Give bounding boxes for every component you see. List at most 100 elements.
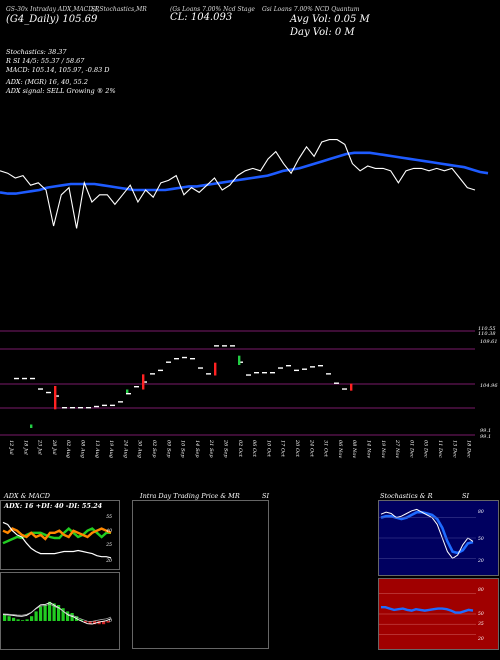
price-tick-5: 99.1 — [480, 428, 491, 434]
macd-bar-0 — [3, 614, 7, 621]
dash-bar-6 — [30, 424, 33, 428]
dash-mark-39 — [326, 373, 331, 375]
adx-tick-4: 20 — [105, 558, 112, 564]
header-title-2: SI,Stochastics,MR — [91, 6, 147, 13]
macd-bar-13 — [61, 608, 65, 621]
dash-mark-40 — [334, 382, 339, 384]
dash-mark-37 — [310, 366, 315, 368]
macd-bar-7 — [34, 611, 38, 621]
price-tick-4: 104.96 — [480, 383, 498, 389]
date-label-15: 26 Sep — [223, 439, 229, 458]
dash-mark-27 — [230, 345, 235, 347]
macd-bar-5 — [25, 619, 29, 621]
dash-mark-26 — [222, 345, 227, 347]
macd-bar-20 — [93, 621, 97, 625]
macd-bar-19 — [88, 621, 92, 625]
date-label-10: 02 Sep — [151, 440, 157, 458]
stoch-tick-20: 20 — [477, 558, 484, 564]
header-daily-price: (G4_Daily) 105.69 — [6, 14, 98, 25]
header-day-volume: Day Vol: 0 M — [290, 27, 355, 38]
dash-mark-8 — [78, 407, 83, 409]
macd-bar-17 — [79, 619, 83, 621]
dash-mark-9 — [86, 407, 91, 409]
dash-mark-35 — [294, 369, 299, 372]
dash-mark-11 — [102, 404, 107, 407]
intraday-panel — [132, 500, 269, 649]
price-tick-2: 110.38 — [478, 331, 496, 337]
date-label-9: 30 Aug — [137, 440, 143, 458]
adx-series-0 — [2, 521, 112, 559]
dash-mark-16 — [142, 381, 147, 383]
macd-bar-3 — [16, 619, 20, 621]
date-label-1: 18 Jul — [22, 440, 28, 455]
date-label-6: 13 Aug — [94, 440, 100, 458]
date-label-28: 01 Dec — [408, 440, 414, 458]
stoch-tick-80: 80 — [478, 509, 484, 515]
date-label-31: 13 Dec — [451, 440, 457, 458]
macd-bar-8 — [39, 606, 43, 621]
macd-bar-6 — [30, 616, 34, 621]
macd-bar-14 — [66, 611, 70, 621]
stoch-tick-50: 50 — [478, 536, 484, 542]
header-title-3: (Gs Loans 7.00% Ncd Stage — [170, 6, 255, 13]
dash-mark-12 — [110, 404, 115, 407]
adx-tick-2: 40 — [105, 528, 112, 534]
dash-mark-5 — [54, 395, 59, 397]
date-label-19: 17 Oct — [280, 440, 286, 458]
header-close: CL: 104.093 — [170, 12, 233, 23]
dash-mark-18 — [158, 369, 163, 372]
date-label-13: 14 Sep — [194, 440, 200, 458]
intraday-box — [132, 500, 269, 649]
adx-signal-readout: ADX signal: SELL Growing ® 2% — [6, 87, 116, 95]
macd-bar-2 — [12, 617, 16, 621]
dash-mark-6 — [62, 407, 67, 409]
macd-bar-15 — [70, 613, 74, 621]
dash-bar-4 — [126, 389, 129, 393]
date-label-27: 27 Nov — [394, 439, 400, 458]
dash-mark-41 — [342, 388, 347, 390]
date-label-8: 24 Aug — [122, 439, 128, 458]
stochastics-readout: Stochastics: 38.37 — [6, 48, 67, 56]
adx-values-text: ADX: 16 +DI: 40 -DI: 55.24 — [3, 502, 103, 510]
dash-mark-23 — [198, 367, 203, 369]
macd-bar-18 — [84, 621, 88, 623]
dash-bar-3 — [238, 355, 241, 365]
dash-mark-10 — [94, 405, 99, 408]
date-label-24: 08 Nov — [351, 440, 357, 458]
dash-mark-15 — [134, 386, 139, 388]
dash-mark-13 — [118, 401, 123, 403]
date-label-17: 06 Oct — [251, 440, 257, 458]
adx-series-1 — [2, 526, 111, 545]
macd-bar-9 — [43, 605, 47, 621]
dash-mark-34 — [286, 365, 291, 367]
dash-mark-3 — [38, 388, 43, 390]
date-label-29: 05 Dec — [423, 440, 429, 458]
intraday-si-label: SI — [262, 492, 270, 500]
adx-panel: ADX: 16 +DI: 40 -DI: 55.24 55 40 25 20 0 — [0, 500, 120, 650]
adx-panel-title: ADX & MACD — [4, 492, 50, 500]
dash-mark-2 — [30, 377, 35, 380]
dash-mark-25 — [214, 345, 219, 347]
dash-mark-28 — [238, 361, 243, 363]
date-label-22: 31 Oct — [323, 440, 329, 458]
dash-mark-7 — [70, 407, 75, 409]
dash-bar-1 — [142, 374, 145, 390]
dash-mark-17 — [150, 373, 155, 375]
dash-mark-0 — [14, 377, 19, 380]
macd-bar-12 — [57, 605, 61, 621]
date-label-7: 19 Aug — [108, 440, 114, 458]
dash-bar-2 — [214, 362, 217, 376]
date-label-11: 09 Sep — [165, 440, 171, 458]
rsi-line — [381, 606, 474, 614]
dash-mark-1 — [22, 377, 27, 380]
macd-signal-line — [2, 603, 112, 622]
rsi-tick-80: 80 — [478, 587, 484, 593]
dash-mark-14 — [126, 393, 131, 395]
date-label-26: 19 Nov — [380, 440, 386, 458]
dash-mark-30 — [254, 372, 259, 374]
date-label-14: 21 Sep — [208, 439, 214, 458]
rsi-tick-20: 20 — [477, 636, 484, 642]
dash-mark-19 — [166, 361, 171, 363]
macd-bar-11 — [52, 603, 56, 621]
dash-mark-21 — [182, 356, 187, 359]
